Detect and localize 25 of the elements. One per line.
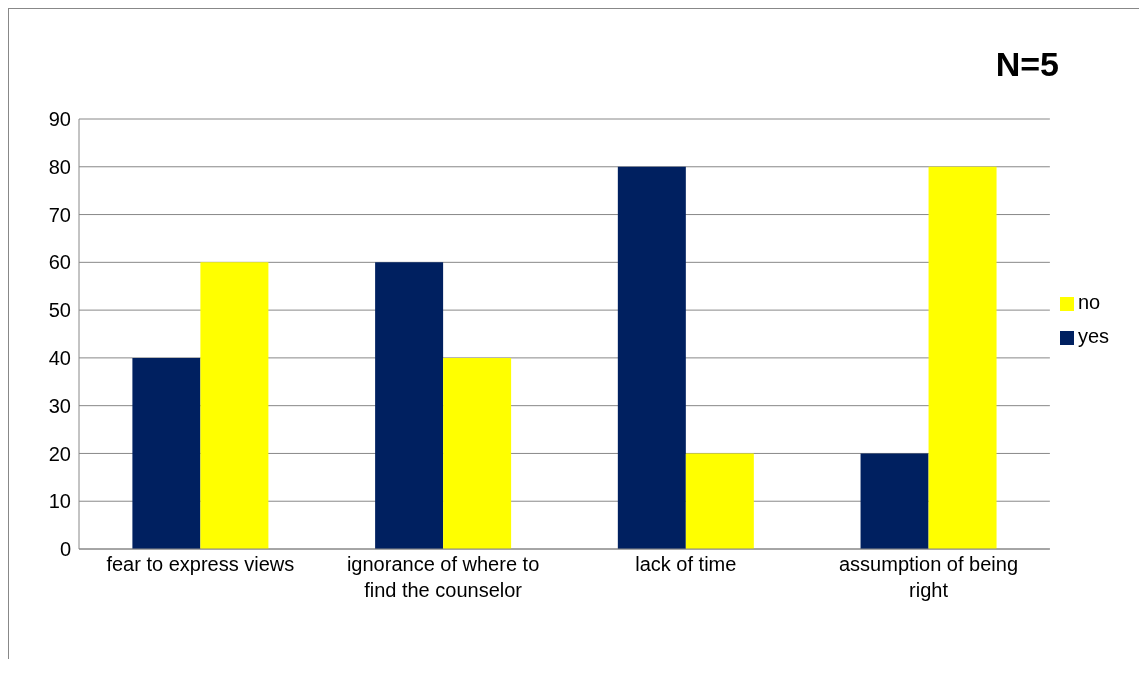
chart-title: N=5 bbox=[995, 45, 1059, 84]
bar bbox=[132, 357, 201, 549]
y-tick-label: 70 bbox=[48, 203, 71, 226]
y-tick-label: 50 bbox=[48, 299, 71, 322]
bar bbox=[860, 453, 929, 549]
bar bbox=[443, 357, 512, 549]
y-tick-label: 90 bbox=[48, 108, 71, 131]
x-tick-label: ignorance of where to find the counselor bbox=[346, 553, 540, 601]
bar bbox=[200, 262, 269, 549]
y-tick-label: 80 bbox=[48, 155, 71, 178]
y-tick-label: 20 bbox=[48, 442, 71, 465]
y-tick-label: 60 bbox=[48, 251, 71, 274]
legend-label: yes bbox=[1077, 325, 1109, 347]
y-tick-label: 10 bbox=[48, 490, 71, 513]
y-tick-label: 30 bbox=[48, 394, 71, 417]
y-tick-label: 40 bbox=[48, 346, 71, 369]
x-tick-label: lack of time bbox=[635, 553, 737, 575]
bar bbox=[617, 166, 686, 549]
x-tick-label: assumption of being right bbox=[839, 553, 1019, 601]
legend-label: no bbox=[1077, 291, 1101, 313]
bar bbox=[685, 453, 754, 549]
bar bbox=[375, 262, 444, 549]
y-tick-label: 0 bbox=[59, 538, 71, 561]
x-tick-label: fear to express views bbox=[106, 553, 295, 575]
bar bbox=[928, 166, 997, 549]
